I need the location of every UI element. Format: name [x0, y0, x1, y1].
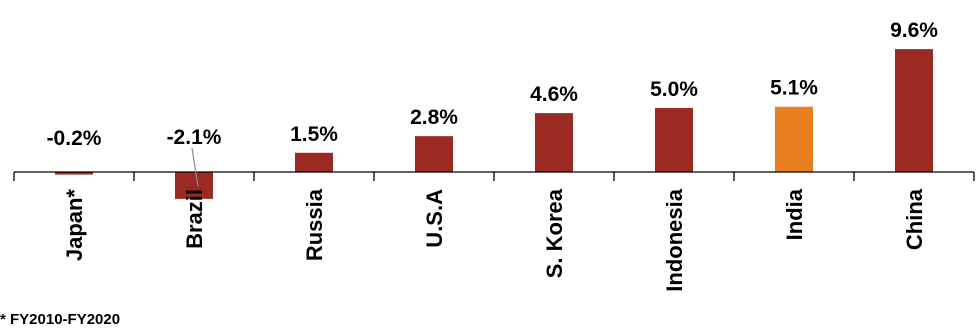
bar-russia [295, 152, 333, 172]
category-label-u-s-a: U.S.A [422, 189, 447, 248]
category-label-indonesia: Indonesia [662, 188, 687, 291]
value-label-china: 9.6% [890, 19, 938, 42]
value-label-india: 5.1% [770, 77, 818, 100]
bars-group [55, 49, 933, 199]
value-label-s-korea: 4.6% [530, 83, 578, 106]
category-label-s-korea: S. Korea [542, 188, 567, 278]
value-label-u-s-a: 2.8% [410, 106, 458, 129]
value-label-indonesia: 5.0% [650, 78, 698, 101]
leader-line-brazil [191, 147, 199, 187]
bar-brazil [175, 172, 213, 199]
value-label-russia: 1.5% [290, 123, 338, 146]
bar-china [895, 49, 933, 173]
category-label-japan: Japan* [62, 189, 87, 262]
category-label-india: India [782, 188, 807, 240]
x-axis [13, 171, 975, 181]
category-label-brazil: Brazil [182, 189, 207, 249]
category-label-china: China [902, 188, 927, 250]
footnote: * FY2010-FY2020 [0, 311, 121, 328]
value-labels-group: -0.2% -2.1% 1.5% 2.8% 4.6% 5.0% 5.1% 9.6% [47, 19, 939, 150]
bar-japan [55, 172, 93, 175]
bar-u-s-a [415, 136, 453, 172]
bar-indonesia [655, 108, 693, 172]
bar-s-korea [535, 113, 573, 172]
category-labels-group: Japan* Brazil Russia U.S.A S. Korea Indonesia… [62, 188, 927, 291]
label-connectors [191, 147, 199, 187]
value-label-japan: -0.2% [47, 127, 102, 150]
bar-india [775, 106, 813, 172]
value-label-brazil: -2.1% [167, 126, 222, 149]
category-label-russia: Russia [302, 188, 327, 261]
